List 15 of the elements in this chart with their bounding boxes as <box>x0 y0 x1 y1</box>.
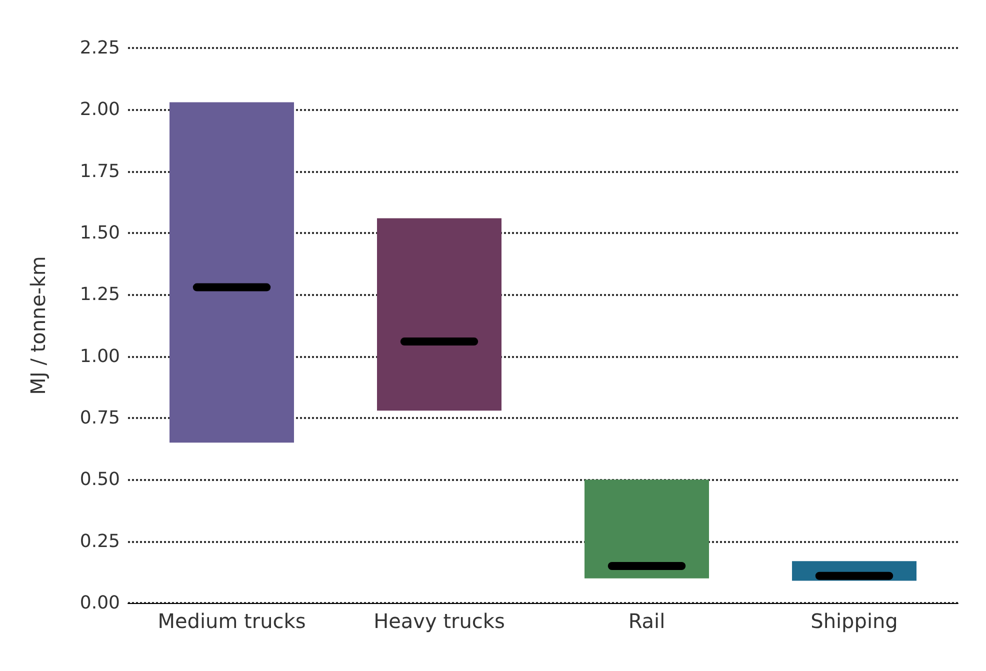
x-tick-label: Heavy trucks <box>374 609 505 633</box>
y-axis-title: MJ / tonne-km <box>26 256 50 395</box>
y-tick-label: 0.75 <box>80 408 120 428</box>
y-tick-label: 2.25 <box>80 38 120 58</box>
y-tick-label: 1.75 <box>80 160 120 182</box>
x-tick-label: Shipping <box>810 609 898 633</box>
x-tick-label: Rail <box>628 609 666 633</box>
y-tick-label: 1.00 <box>80 346 120 367</box>
x-tick-label: Medium trucks <box>158 609 306 633</box>
y-tick-label: 0.00 <box>80 592 120 614</box>
y-tick-label: 0.50 <box>80 469 120 490</box>
y-tick-label: 1.50 <box>80 222 120 244</box>
y-tick-label: 2.00 <box>80 99 120 120</box>
y-tick-label: 1.25 <box>80 284 120 306</box>
y-tick-label: 0.25 <box>80 530 120 552</box>
